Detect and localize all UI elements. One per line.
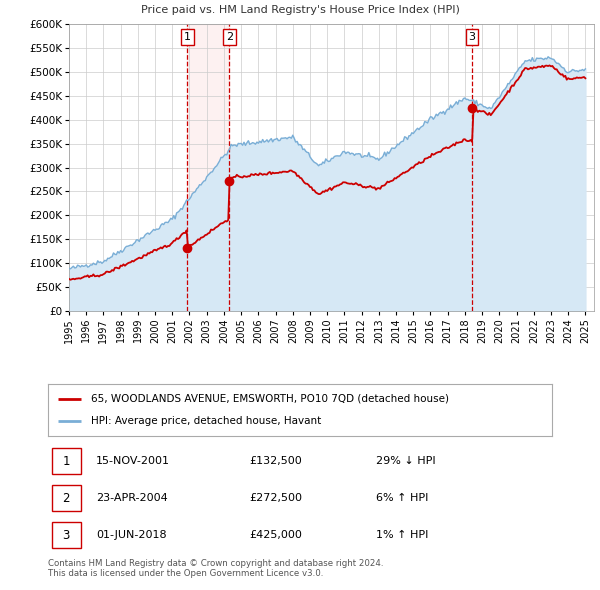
FancyBboxPatch shape: [52, 448, 81, 474]
Text: Price paid vs. HM Land Registry's House Price Index (HPI): Price paid vs. HM Land Registry's House …: [140, 5, 460, 15]
Text: 1: 1: [62, 454, 70, 468]
Text: 3: 3: [62, 529, 70, 542]
Text: £272,500: £272,500: [250, 493, 302, 503]
Text: 6% ↑ HPI: 6% ↑ HPI: [376, 493, 428, 503]
Text: 29% ↓ HPI: 29% ↓ HPI: [376, 456, 435, 466]
Text: 1: 1: [184, 32, 191, 42]
Text: 23-APR-2004: 23-APR-2004: [96, 493, 167, 503]
Text: 1% ↑ HPI: 1% ↑ HPI: [376, 530, 428, 540]
FancyBboxPatch shape: [52, 522, 81, 548]
Text: 65, WOODLANDS AVENUE, EMSWORTH, PO10 7QD (detached house): 65, WOODLANDS AVENUE, EMSWORTH, PO10 7QD…: [91, 394, 449, 404]
Text: £132,500: £132,500: [250, 456, 302, 466]
FancyBboxPatch shape: [52, 485, 81, 511]
Text: 3: 3: [469, 32, 476, 42]
Text: HPI: Average price, detached house, Havant: HPI: Average price, detached house, Hava…: [91, 417, 321, 427]
Bar: [187, 24, 229, 311]
Text: 2: 2: [226, 32, 233, 42]
Text: Contains HM Land Registry data © Crown copyright and database right 2024.
This d: Contains HM Land Registry data © Crown c…: [48, 559, 383, 578]
Text: £425,000: £425,000: [250, 530, 302, 540]
Text: 2: 2: [62, 491, 70, 504]
Text: 01-JUN-2018: 01-JUN-2018: [96, 530, 167, 540]
Text: 15-NOV-2001: 15-NOV-2001: [96, 456, 170, 466]
